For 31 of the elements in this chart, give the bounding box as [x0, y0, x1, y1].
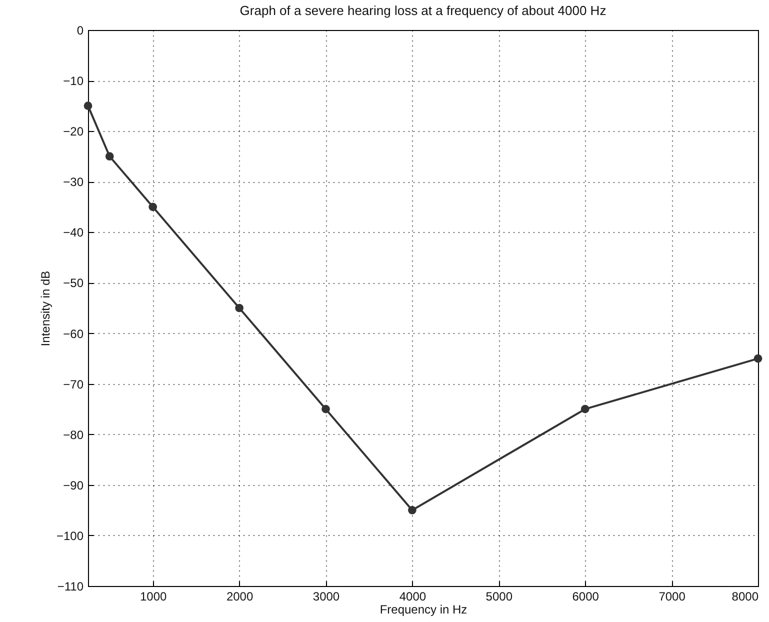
x-tick-label: 1000: [140, 590, 168, 604]
point: [105, 152, 114, 161]
point: [408, 506, 416, 514]
point: [84, 102, 92, 110]
y-tick-label: −30: [63, 175, 84, 190]
point: [754, 354, 762, 363]
x-tick-label: 7000: [658, 590, 686, 604]
x-tick-label: 2000: [226, 590, 254, 604]
x-tick-label: 8000: [732, 590, 759, 604]
chart-title: Graph of a severe hearing loss at a frequency of about 4000 Hz: [240, 3, 606, 18]
x-tick-label: 5000: [486, 590, 513, 604]
y-tick-label: −20: [63, 124, 84, 139]
y-tick-label: −10: [63, 74, 84, 88]
point: [580, 404, 590, 414]
y-tick-label: −100: [56, 528, 84, 543]
y-tick-label: −50: [63, 276, 84, 290]
x-tick-label: 4000: [399, 590, 426, 604]
y-tick-label: −70: [63, 377, 84, 392]
y-tick-label: −90: [63, 478, 84, 492]
y-axis-title: Intensity in dB: [38, 270, 52, 346]
x-tick-label: 6000: [572, 590, 600, 604]
x-tick-label: 3000: [312, 590, 340, 604]
point: [322, 404, 330, 414]
y-tick-label: −110: [57, 580, 84, 594]
y-tick-label: −80: [63, 428, 84, 442]
point: [235, 304, 244, 312]
y-tick-label: 0: [76, 24, 84, 38]
y-tick-label: −40: [63, 226, 84, 240]
y-tick-label: −60: [63, 326, 84, 341]
x-axis-title: Frequency in Hz: [380, 602, 468, 616]
point: [148, 202, 158, 212]
